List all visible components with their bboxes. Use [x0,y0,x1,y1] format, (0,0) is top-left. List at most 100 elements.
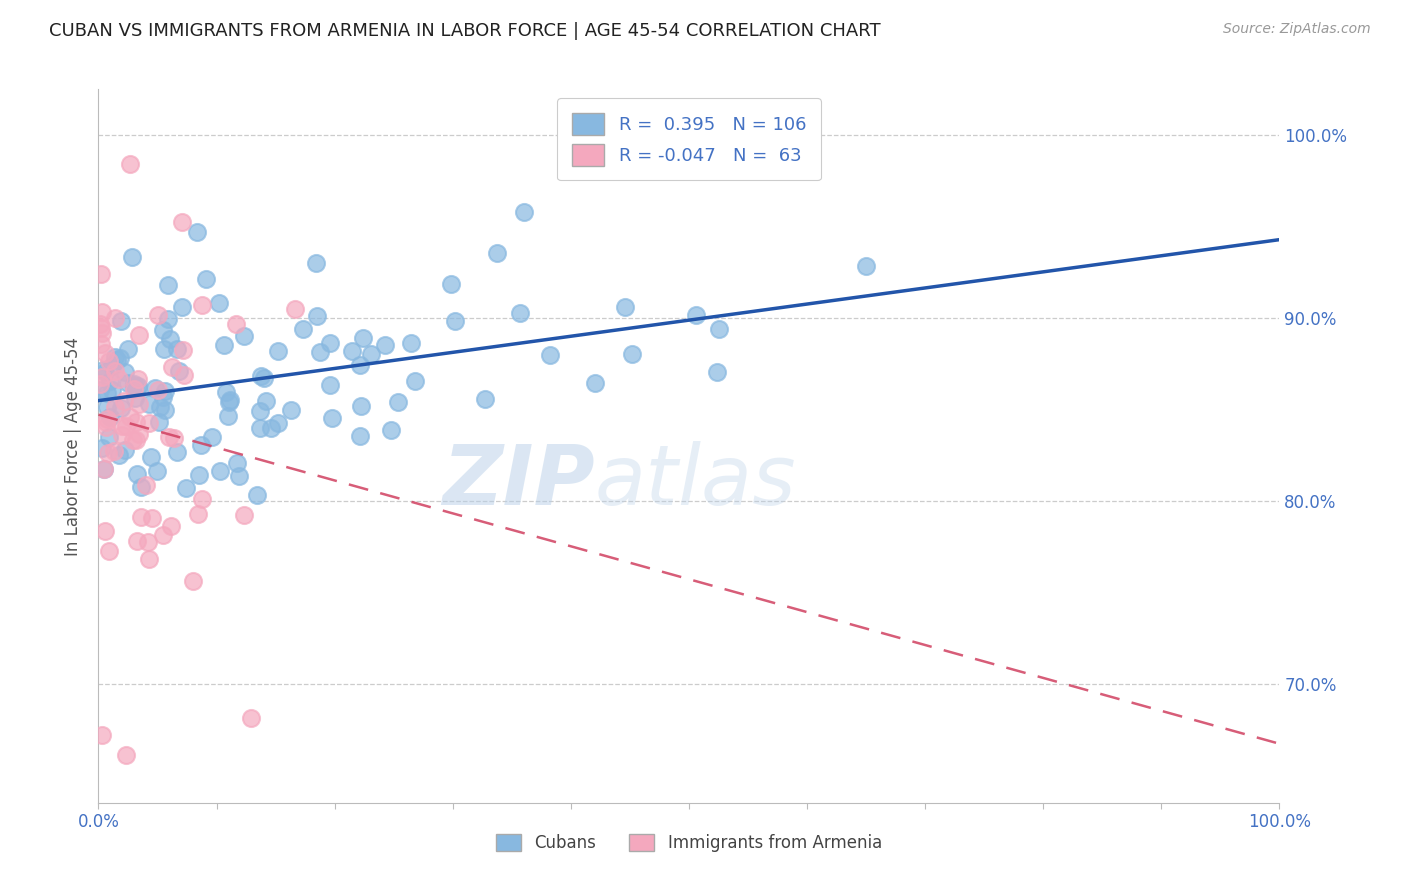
Point [124,391,146,405]
Point [157,277,180,292]
Point [97,543,120,558]
Point [127,371,149,385]
Point [98,430,121,444]
Point [97,446,120,460]
Point [96,411,118,425]
Point [186,225,208,239]
Point [280,403,302,417]
Point [305,256,328,270]
Point [94,420,117,434]
Point [246,488,269,502]
Point [240,711,263,725]
Point [124,415,146,429]
Point [104,364,127,378]
Point [380,423,402,437]
Point [93,365,115,379]
Point [101,359,124,374]
Point [94,524,117,538]
Point [855,259,877,273]
Point [583,376,606,391]
Point [107,448,129,462]
Point [319,378,342,392]
Point [90,321,112,335]
Point [217,409,239,424]
Point [167,364,190,378]
Point [111,419,134,434]
Point [163,431,186,445]
Point [117,342,139,356]
Point [249,421,271,435]
Point [187,467,209,482]
Point [620,347,643,361]
Point [170,300,193,314]
Point [195,272,218,286]
Point [201,430,224,444]
Point [157,430,180,444]
Point [707,322,730,336]
Point [512,204,534,219]
Point [319,336,342,351]
Point [110,351,132,365]
Point [349,359,371,373]
Point [148,416,170,430]
Point [440,277,463,291]
Point [250,368,273,383]
Point [111,428,134,442]
Point [214,338,236,352]
Point [127,533,149,548]
Point [90,337,112,351]
Point [104,350,127,364]
Point [114,365,136,379]
Point [89,383,111,397]
Point [141,450,163,465]
Text: CUBAN VS IMMIGRANTS FROM ARMENIA IN LABOR FORCE | AGE 45-54 CORRELATION CHART: CUBAN VS IMMIGRANTS FROM ARMENIA IN LABO… [49,22,880,40]
Point [208,464,231,478]
Point [225,317,247,331]
Point [291,321,314,335]
Point [149,400,172,414]
Point [173,368,195,382]
Point [114,443,136,458]
Point [233,328,256,343]
Point [90,267,112,281]
Point [360,347,382,361]
Point [186,507,208,521]
Point [103,443,125,458]
Point [112,393,135,408]
Point [166,445,188,459]
Point [474,392,496,406]
Point [387,395,409,409]
Point [159,332,181,346]
Point [131,510,153,524]
Point [122,383,145,397]
Point [120,410,142,425]
Point [349,429,371,443]
Point [208,295,231,310]
Point [249,404,271,418]
Point [117,376,139,391]
Point [160,519,183,533]
Point [104,400,127,414]
Point [349,399,371,413]
Point [94,416,117,430]
Point [399,335,422,350]
Point [157,312,180,326]
Point [404,374,426,388]
Point [93,462,115,476]
Point [104,311,127,326]
Point [374,337,396,351]
Point [190,491,212,506]
Point [174,481,197,495]
Point [538,348,561,362]
Point [97,354,120,368]
Point [91,728,114,742]
Point [443,314,465,328]
Point [127,379,149,393]
Point [253,370,276,384]
Point [148,383,170,397]
Point [152,323,174,337]
Point [166,342,188,356]
Point [89,318,111,332]
Point [160,360,183,375]
Point [181,574,204,588]
